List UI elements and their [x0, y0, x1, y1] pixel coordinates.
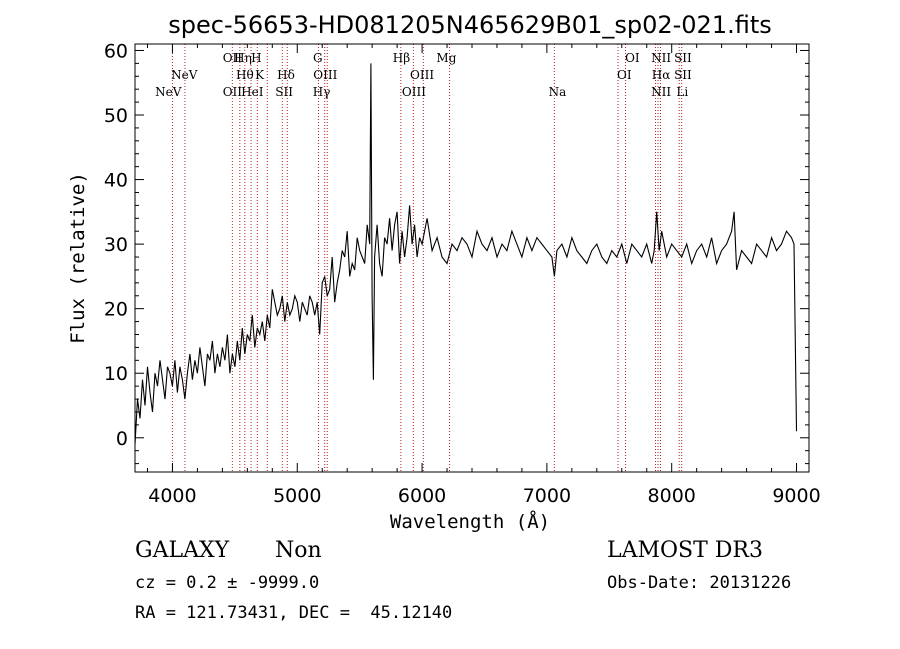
- x-tick-label: 4000: [148, 485, 196, 507]
- y-axis: 0 10 20 30 40 50 60: [104, 40, 809, 465]
- y-tick-label: 60: [104, 40, 128, 62]
- x-tick-label: 5000: [273, 485, 321, 507]
- y-tick-label: 30: [104, 234, 128, 256]
- line-label: G: [313, 51, 323, 65]
- x-tick-label: 9000: [772, 485, 820, 507]
- line-label: OI: [625, 51, 640, 65]
- line-label: OII: [223, 85, 243, 99]
- line-label: Hα: [652, 68, 671, 82]
- y-tick-label: 50: [104, 105, 128, 127]
- line-label: Na: [549, 85, 567, 99]
- line-label: Hθ: [236, 68, 254, 82]
- line-label: SII: [674, 68, 692, 82]
- line-label: NII: [651, 85, 671, 99]
- line-label: Hγ: [313, 85, 331, 99]
- line-label: Hδ: [277, 68, 295, 82]
- line-label: HeI: [241, 85, 264, 99]
- line-label: OIII: [313, 68, 337, 82]
- chart-title: spec-56653-HD081205N465629B01_sp02-021.f…: [168, 11, 772, 39]
- y-tick-label: 10: [104, 363, 128, 385]
- series-group: [134, 63, 798, 445]
- x-tick-label: 6000: [398, 485, 446, 507]
- line-label: Hβ: [393, 51, 410, 65]
- line-label: Hη: [234, 51, 252, 65]
- obs-date: Obs-Date: 20131226: [607, 573, 792, 593]
- y-tick-label: 20: [104, 299, 128, 321]
- y-axis-label: Flux (relative): [67, 172, 89, 344]
- series-line: [134, 63, 798, 445]
- line-label: Mg: [436, 51, 456, 65]
- line-label: NeV: [171, 68, 198, 82]
- survey-name: LAMOST DR3: [607, 538, 763, 563]
- line-label: NeV: [155, 85, 182, 99]
- redshift-cz: cz = 0.2 ± -9999.0: [135, 573, 320, 593]
- y-tick-label: 40: [104, 170, 128, 192]
- coordinates: RA = 121.73431, DEC = 45.12140: [135, 603, 453, 623]
- line-label: Li: [676, 85, 688, 99]
- object-type: GALAXY: [135, 538, 230, 563]
- line-label: SII: [674, 51, 692, 65]
- x-tick-label: 8000: [648, 485, 696, 507]
- y-tick-label: 0: [116, 428, 128, 450]
- line-label: H: [251, 51, 261, 65]
- line-label: OIII: [402, 85, 426, 99]
- marker-lines: [171, 44, 683, 472]
- x-axis: 4000 5000 6000 7000 8000 9000: [146, 44, 821, 507]
- x-axis-label: Wavelength (Å): [390, 510, 550, 533]
- line-label: OII: [223, 51, 243, 65]
- line-label: K: [255, 68, 265, 82]
- line-label: NII: [651, 51, 671, 65]
- line-label: OI: [617, 68, 632, 82]
- line-label: OIII: [410, 68, 434, 82]
- object-subclass: Non: [275, 538, 322, 563]
- line-label: SII: [275, 85, 293, 99]
- x-tick-label: 7000: [523, 485, 571, 507]
